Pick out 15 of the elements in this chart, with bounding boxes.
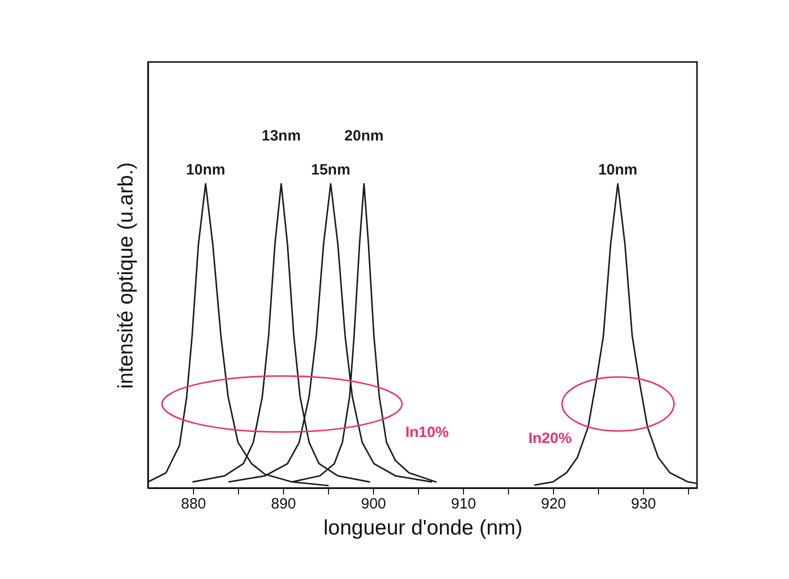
annotation: In20% xyxy=(528,430,572,447)
x-tick-label: 930 xyxy=(630,496,656,512)
x-tick-label: 880 xyxy=(180,496,206,512)
x-tick-label: 900 xyxy=(360,496,386,512)
y-axis-title: intensité optique (u.arb.) xyxy=(114,162,138,389)
annotation: 13nm xyxy=(262,128,301,145)
x-tick-label: 890 xyxy=(270,496,296,512)
annotation: 10nm xyxy=(598,162,638,179)
annotation: 10nm xyxy=(186,162,226,179)
annotation: 20nm xyxy=(344,128,384,145)
annotation: 15nm xyxy=(311,162,350,179)
x-tick-label: 910 xyxy=(450,496,476,512)
annotation: In10% xyxy=(405,424,449,441)
x-axis-title: longueur d'onde (nm) xyxy=(324,516,522,540)
x-tick-label: 920 xyxy=(540,496,566,512)
